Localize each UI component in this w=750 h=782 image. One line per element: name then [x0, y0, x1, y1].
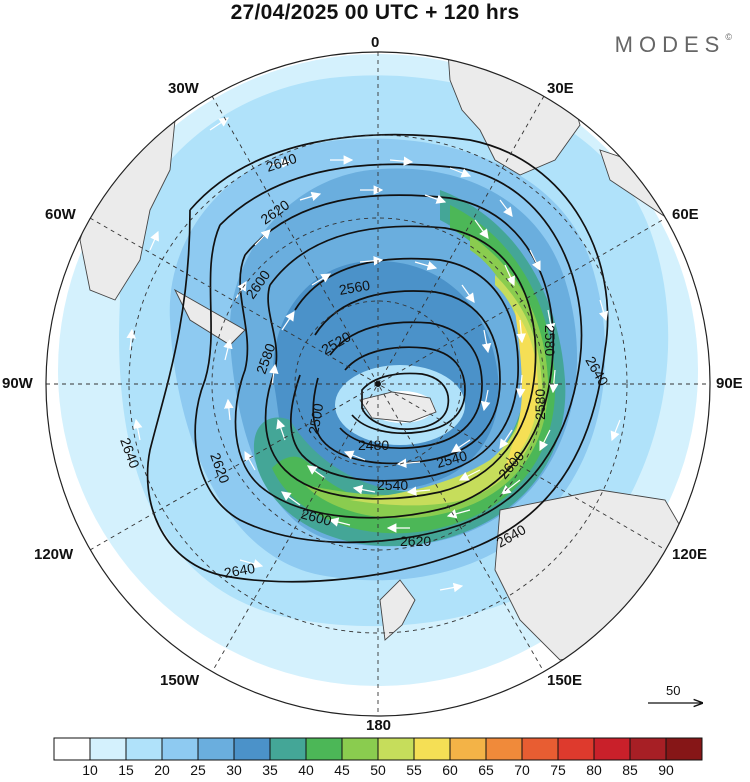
contour-2480 — [361, 372, 450, 430]
meridian-label-30e: 30E — [547, 80, 574, 97]
colorbar-tick-label: 90 — [658, 762, 674, 778]
contour-2500 — [344, 346, 466, 435]
colorbar-tick-label: 30 — [226, 762, 242, 778]
colorbar-swatch — [449, 737, 487, 761]
map-title: 27/04/2025 00 UTC + 120 hrs — [230, 1, 520, 24]
colorbar-swatch — [305, 737, 343, 761]
contour-2560 — [290, 257, 519, 482]
map-border — [45, 51, 711, 717]
contour-label: 2580 — [542, 325, 558, 356]
colorbar-tick-label: 50 — [370, 762, 386, 778]
meridian-label-120w: 120W — [34, 546, 74, 563]
colorbar-tick-label: 55 — [406, 762, 422, 778]
colorbar-swatch — [53, 737, 91, 761]
contour-label: 2560 — [338, 277, 372, 298]
meridian-label-60e: 60E — [672, 206, 699, 223]
colorbar-tick-label: 40 — [298, 762, 314, 778]
contour-label: 2600 — [299, 505, 333, 529]
colorbar-tick-label: 80 — [586, 762, 602, 778]
meridian-label-120e: 120E — [672, 546, 708, 563]
contour-label: 2620 — [400, 533, 431, 549]
meridian-label-150w: 150W — [160, 672, 200, 689]
colorbar-swatch — [593, 737, 631, 761]
contour-label: 2480 — [358, 437, 389, 453]
colorbar-tick-label: 85 — [622, 762, 638, 778]
colorbar-tick-label: 60 — [442, 762, 458, 778]
colorbar-swatch — [557, 737, 595, 761]
contour-label-group: 2640 2620 2600 2580 2560 2520 2500 2480 … — [117, 150, 612, 581]
contour-2640 — [146, 133, 609, 583]
colorbar-swatch — [341, 737, 379, 761]
colorbar-swatch — [413, 737, 451, 761]
colorbar-swatch — [125, 737, 163, 761]
colorbar-tick-label: 25 — [190, 762, 206, 778]
colorbar-swatch — [521, 737, 559, 761]
colorbar-tick-label: 35 — [262, 762, 278, 778]
reference-vector-value: 50 — [666, 683, 681, 698]
colorbar-tick-label: 75 — [550, 762, 566, 778]
colorbar-swatch — [665, 737, 703, 761]
contour-label: 2540 — [435, 447, 469, 471]
colorbar-swatch — [233, 737, 271, 761]
antarctica-land — [359, 391, 437, 423]
meridian-label-150e: 150E — [547, 672, 583, 689]
meridian-label-30w: 30W — [168, 80, 199, 97]
pole-marker — [375, 381, 381, 387]
colorbar-tick-label: 10 — [82, 762, 98, 778]
meridian-label-90e: 90E — [716, 375, 743, 392]
brand-name: MODES — [614, 32, 726, 57]
contour-2620 — [194, 163, 583, 544]
colorbar-swatch — [377, 737, 415, 761]
colorbar-tick-label: 65 — [478, 762, 494, 778]
contour-label: 2540 — [377, 477, 408, 493]
contour-label: 2640 — [223, 560, 257, 581]
colorbar-tick-label: 15 — [118, 762, 134, 778]
colorbar-swatch — [197, 737, 235, 761]
meridian-label-0: 0 — [371, 34, 380, 51]
brand-mark: © — [725, 32, 732, 42]
contour-label: 2580 — [532, 389, 548, 420]
colorbar-swatch — [269, 737, 307, 761]
contour-2520 — [329, 321, 483, 449]
colorbar — [53, 737, 703, 761]
colorbar-swatch — [629, 737, 667, 761]
map-disc — [46, 52, 710, 716]
meridian-label-90w: 90W — [2, 375, 33, 392]
meridian-label-60w: 60W — [45, 206, 76, 223]
wind-vectors — [126, 117, 621, 593]
contour-label: 2500 — [305, 402, 326, 436]
colorbar-swatch — [161, 737, 199, 761]
contour-2580 — [264, 225, 537, 500]
brand-logo: MODES© — [615, 32, 732, 58]
meridian-label-180: 180 — [366, 717, 392, 734]
colorbar-tick-label: 20 — [154, 762, 170, 778]
colorbar-tick-label: 45 — [334, 762, 350, 778]
contour-2540 — [312, 290, 501, 465]
graticule — [46, 52, 710, 716]
colorbar-swatch — [485, 737, 523, 761]
colorbar-tick-label: 70 — [514, 762, 530, 778]
colorbar-swatch — [89, 737, 127, 761]
